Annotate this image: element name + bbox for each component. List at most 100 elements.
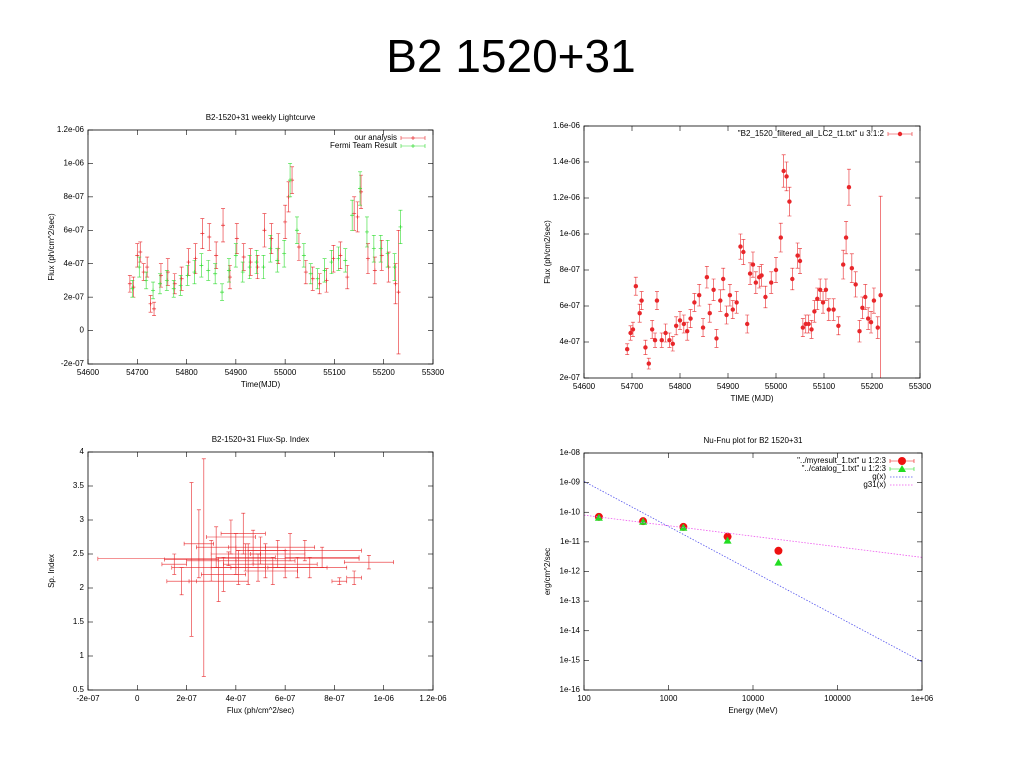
point [857,329,862,334]
point [385,251,390,256]
point [846,185,852,190]
point [836,323,841,328]
y-tick-label: 4e-07 [560,337,581,346]
point [221,223,226,228]
point [734,300,739,305]
point [324,278,329,283]
point [379,253,384,258]
x-tick-label: 54800 [175,368,198,377]
point [262,228,267,233]
point [750,262,756,267]
point [317,281,322,286]
point [350,213,355,218]
y-tick-label: 4 [80,447,85,456]
point [681,321,687,327]
point [806,321,811,327]
x-tick-label: 54900 [225,368,248,377]
point [178,283,183,288]
point [724,312,729,318]
point [820,300,826,305]
x-tick-label: 2e-07 [176,694,197,703]
point [179,276,184,281]
point [396,290,401,295]
x-tick-label: 6e-07 [275,694,296,703]
y-tick-label: 1e-11 [560,537,580,546]
point [826,307,831,312]
point [628,330,633,336]
point [714,336,719,341]
plot-area [584,481,922,663]
point [667,338,672,343]
point [849,266,855,271]
point [639,298,644,303]
point [157,281,162,286]
point [790,276,795,282]
x-error-bar [343,560,394,565]
point [707,311,712,316]
x-tick-label: 54700 [126,368,149,377]
point [372,268,377,273]
point [797,258,803,264]
point [393,281,398,286]
point [774,546,783,555]
x-tick-label: 100 [577,694,591,703]
point [727,293,733,298]
plot-area [97,458,394,677]
x-tick-label: 55100 [813,382,836,391]
y-tick-label: 2 [80,583,85,592]
point [633,284,639,289]
x-tick-label: 0 [135,694,140,703]
point [365,256,370,261]
point [275,258,280,263]
slide-title: B2 1520+31 [386,30,635,82]
point [164,278,169,283]
y-tick-label: 1.5 [73,617,85,626]
point [853,282,858,287]
x-tick-label: 54700 [621,382,644,391]
legend-marker [898,465,906,472]
point [392,265,397,270]
point [308,271,313,276]
x-tick-label: 55300 [909,382,932,391]
point [364,229,369,234]
point [248,260,253,265]
point [652,338,658,343]
x-error-bar [205,535,256,539]
chart-title: Nu-Fnu plot for B2 1520+31 [704,436,804,445]
point [322,268,327,273]
point [199,263,204,268]
x-tick-label: 54800 [669,382,692,391]
point [841,262,846,267]
plot-area [625,154,883,378]
point [268,246,273,251]
point [301,253,306,258]
point [138,250,143,255]
point [745,321,750,327]
point [282,251,287,256]
plot-area [127,163,403,355]
point [261,265,266,270]
point [186,260,191,265]
x-tick-label: 55000 [274,368,297,377]
y-tick-label: 6e-07 [560,301,581,310]
point [778,235,783,240]
point [823,287,829,292]
x-error-bar [272,565,348,570]
point [207,234,212,239]
point [148,301,153,306]
point [753,280,759,285]
x-error-bar [284,555,360,560]
point [206,268,211,273]
point [677,318,683,323]
legend-label: g(x) [872,472,886,481]
point [692,300,697,305]
y-axis-label: erg/cm^2/sec [543,548,552,595]
point [763,294,768,300]
point [697,293,702,298]
x-axis-label: Time(MJD) [241,380,281,389]
point [336,256,341,261]
x-tick-label: 54600 [77,368,100,377]
y-tick-label: 4e-07 [64,259,85,268]
y-tick-label: 1e-13 [560,596,581,605]
point [247,265,252,270]
